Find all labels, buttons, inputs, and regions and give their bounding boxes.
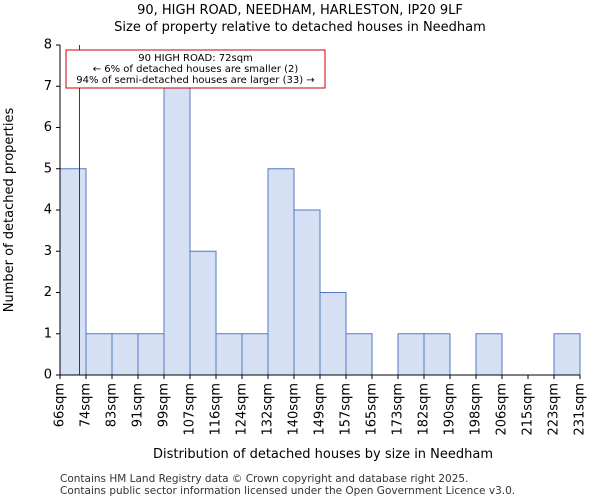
- y-tick-label: 1: [44, 326, 52, 341]
- x-tick-label: 83sqm: [105, 383, 120, 427]
- y-tick-label: 0: [44, 368, 52, 383]
- bar-74sqm: [85, 333, 113, 376]
- y-tick-label: 2: [44, 285, 52, 300]
- footer-copyright: Contains HM Land Registry data © Crown c…: [60, 473, 469, 485]
- x-axis-ticks: 66sqm 74sqm 83sqm 91sqm 99sqm 107sqm 116sqm 124…: [53, 375, 588, 436]
- x-tick-label: 74sqm: [79, 383, 94, 427]
- bar-116sqm: [215, 333, 243, 376]
- y-axis-ticks: 0 1 2 3 4 5 6 7 8: [44, 38, 60, 383]
- bar-182sqm: [423, 333, 451, 376]
- y-tick-label: 5: [44, 161, 52, 176]
- x-axis-label: Distribution of detached houses by size …: [153, 447, 493, 462]
- x-tick-label: 107sqm: [183, 383, 198, 436]
- bar-157sqm: [345, 333, 373, 376]
- x-tick-label: 66sqm: [53, 383, 68, 427]
- x-tick-label: 99sqm: [157, 383, 172, 427]
- bar-83sqm: [111, 333, 139, 376]
- x-tick-label: 182sqm: [417, 383, 432, 436]
- x-tick-label: 149sqm: [313, 383, 328, 436]
- x-tick-label: 124sqm: [235, 383, 250, 436]
- x-tick-label: 231sqm: [573, 383, 588, 436]
- y-tick-label: 7: [44, 79, 52, 94]
- bar-124sqm: [241, 333, 269, 376]
- x-tick-label: 223sqm: [547, 383, 562, 436]
- y-tick-label: 4: [44, 203, 52, 218]
- bar-223sqm: [553, 333, 581, 376]
- y-tick-label: 3: [44, 244, 52, 259]
- x-tick-label: 215sqm: [521, 383, 536, 436]
- x-tick-label: 157sqm: [339, 383, 354, 436]
- x-tick-label: 165sqm: [365, 383, 380, 436]
- bar-132sqm: [267, 168, 295, 376]
- x-tick-label: 132sqm: [261, 383, 276, 436]
- bar-198sqm: [475, 333, 503, 376]
- y-tick-label: 6: [44, 120, 52, 135]
- x-tick-label: 190sqm: [443, 383, 458, 436]
- bar-66sqm: [59, 168, 87, 376]
- x-tick-label: 173sqm: [391, 383, 406, 436]
- x-tick-label: 206sqm: [495, 383, 510, 436]
- footer-licence: Contains public sector information licen…: [60, 485, 516, 497]
- y-tick-label: 8: [44, 38, 52, 53]
- annotation-line-1: 90 HIGH ROAD: 72sqm: [138, 53, 253, 64]
- annotation-line-2: ← 6% of detached houses are smaller (2): [93, 64, 299, 75]
- plot-area: 90 HIGH ROAD: 72sqm ← 6% of detached hou…: [44, 38, 588, 436]
- x-tick-label: 116sqm: [209, 383, 224, 436]
- bar-107sqm: [189, 250, 217, 376]
- bar-149sqm: [319, 292, 347, 376]
- chart-subtitle: Size of property relative to detached ho…: [114, 20, 486, 35]
- x-tick-label: 91sqm: [131, 383, 146, 427]
- annotation-box: 90 HIGH ROAD: 72sqm ← 6% of detached hou…: [65, 49, 326, 89]
- y-axis-label: Number of detached properties: [2, 108, 17, 313]
- annotation-line-3: 94% of semi-detached houses are larger (…: [76, 75, 314, 86]
- chart-title: 90, HIGH ROAD, NEEDHAM, HARLESTON, IP20 …: [137, 3, 463, 18]
- bar-173sqm: [397, 333, 425, 376]
- bar-91sqm: [137, 333, 165, 376]
- bar-99sqm: [163, 85, 191, 376]
- bar-140sqm: [293, 209, 321, 376]
- x-tick-label: 140sqm: [287, 383, 302, 436]
- bars-group: [59, 85, 581, 376]
- x-tick-label: 198sqm: [469, 383, 484, 436]
